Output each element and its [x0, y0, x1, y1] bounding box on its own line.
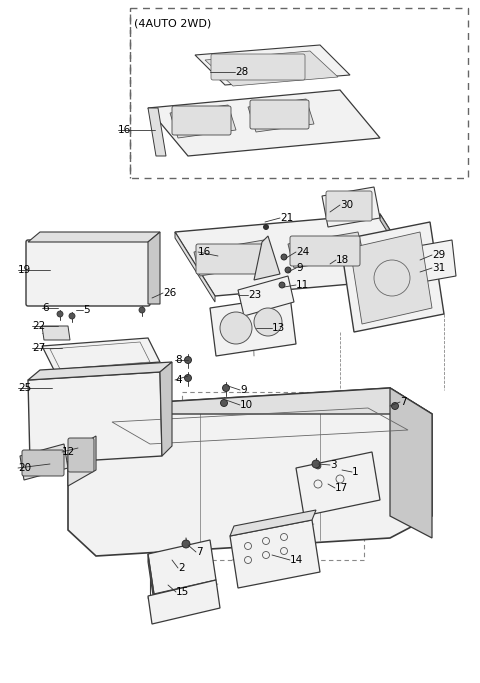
Text: (4AUTO 2WD): (4AUTO 2WD) [134, 19, 211, 29]
Circle shape [223, 385, 229, 391]
Polygon shape [418, 240, 456, 282]
Text: 9: 9 [240, 385, 247, 395]
Polygon shape [175, 214, 420, 296]
FancyBboxPatch shape [22, 450, 64, 476]
Text: 22: 22 [32, 321, 45, 331]
Circle shape [392, 402, 398, 410]
FancyBboxPatch shape [290, 236, 360, 266]
Polygon shape [350, 232, 432, 324]
Text: 16: 16 [198, 247, 211, 257]
Polygon shape [254, 236, 280, 280]
Text: 20: 20 [18, 463, 31, 473]
Text: 23: 23 [248, 290, 261, 300]
Bar [182, 392, 364, 560]
Polygon shape [148, 232, 160, 304]
Text: 4: 4 [175, 375, 181, 385]
Text: 24: 24 [296, 247, 309, 257]
Polygon shape [238, 276, 294, 316]
Text: 13: 13 [272, 323, 285, 333]
FancyBboxPatch shape [26, 240, 150, 306]
Polygon shape [20, 444, 68, 480]
Text: 9: 9 [296, 263, 302, 273]
Polygon shape [390, 388, 432, 538]
Polygon shape [170, 105, 236, 138]
Polygon shape [230, 510, 316, 536]
Polygon shape [68, 388, 432, 556]
Polygon shape [195, 45, 350, 85]
Polygon shape [148, 108, 166, 156]
Text: 15: 15 [176, 587, 189, 597]
Polygon shape [380, 214, 420, 284]
Text: 29: 29 [432, 250, 445, 260]
Circle shape [69, 313, 75, 319]
Circle shape [281, 254, 287, 260]
Polygon shape [175, 232, 215, 302]
Polygon shape [42, 338, 160, 370]
Circle shape [57, 311, 63, 317]
Text: 17: 17 [335, 483, 348, 493]
Polygon shape [148, 90, 380, 156]
Text: 2: 2 [178, 563, 185, 573]
Polygon shape [28, 232, 160, 242]
Text: 8: 8 [175, 355, 181, 365]
Text: 5: 5 [83, 305, 90, 315]
Text: 14: 14 [290, 555, 303, 565]
Text: 28: 28 [235, 67, 248, 77]
Text: 30: 30 [340, 200, 353, 210]
Text: 1: 1 [352, 467, 359, 477]
Circle shape [312, 460, 320, 468]
Circle shape [139, 307, 145, 313]
Polygon shape [322, 187, 380, 227]
Circle shape [315, 463, 321, 469]
Text: 6: 6 [42, 303, 48, 313]
Polygon shape [210, 296, 296, 356]
Polygon shape [160, 362, 172, 456]
Circle shape [254, 308, 282, 336]
FancyBboxPatch shape [68, 438, 94, 472]
FancyBboxPatch shape [196, 244, 266, 274]
Circle shape [184, 357, 192, 363]
Circle shape [184, 374, 192, 382]
Polygon shape [28, 372, 162, 464]
Text: 18: 18 [336, 255, 349, 265]
Text: 7: 7 [196, 547, 203, 557]
Polygon shape [42, 326, 70, 340]
Text: 26: 26 [163, 288, 176, 298]
Text: 19: 19 [18, 265, 31, 275]
Polygon shape [205, 51, 338, 86]
Polygon shape [148, 580, 220, 624]
FancyBboxPatch shape [211, 54, 305, 80]
Circle shape [182, 540, 190, 548]
Polygon shape [340, 222, 444, 332]
Polygon shape [68, 436, 96, 486]
Circle shape [220, 312, 252, 344]
Polygon shape [230, 520, 320, 588]
Text: 16: 16 [118, 125, 131, 135]
Text: 10: 10 [240, 400, 253, 410]
Polygon shape [248, 99, 314, 132]
Polygon shape [288, 232, 364, 268]
Text: 31: 31 [432, 263, 445, 273]
Text: 12: 12 [62, 447, 75, 457]
Polygon shape [96, 388, 432, 414]
FancyBboxPatch shape [326, 191, 372, 221]
Polygon shape [28, 362, 172, 380]
Polygon shape [194, 240, 270, 276]
Polygon shape [148, 540, 216, 594]
Text: 25: 25 [18, 383, 31, 393]
Circle shape [279, 282, 285, 288]
Text: 3: 3 [330, 460, 336, 470]
Text: 11: 11 [296, 280, 309, 290]
Circle shape [220, 400, 228, 406]
Text: 27: 27 [32, 343, 45, 353]
Polygon shape [148, 554, 154, 602]
Text: 21: 21 [280, 213, 293, 223]
FancyBboxPatch shape [250, 100, 309, 129]
Circle shape [264, 225, 268, 229]
Circle shape [285, 267, 291, 273]
Polygon shape [296, 452, 380, 516]
FancyBboxPatch shape [172, 106, 231, 135]
Text: 7: 7 [400, 397, 407, 407]
Bar [130, 8, 468, 178]
